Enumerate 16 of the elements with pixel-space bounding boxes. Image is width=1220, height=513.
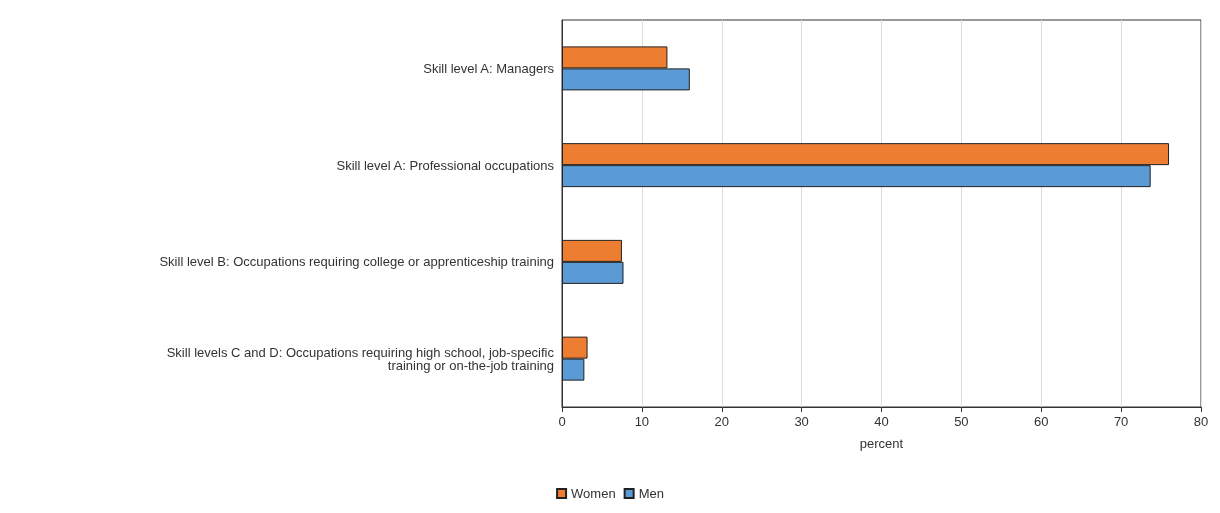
legend-label: Men xyxy=(638,486,664,501)
x-tick-label: 20 xyxy=(714,414,729,429)
x-tick-label: 50 xyxy=(954,414,969,429)
x-tick-label: 10 xyxy=(634,414,650,429)
y-tick-label: Skill levels C and D: Occupations requiring high school, job-specific training or on-the-job training xyxy=(166,344,555,373)
x-tick-label: 30 xyxy=(794,414,809,429)
x-tick-label: 70 xyxy=(1113,414,1129,429)
y-tick-label: Skill level B: Occupations requiring college or apprenticeship training xyxy=(159,254,554,270)
x-axis-title: percent xyxy=(859,436,904,451)
x-tick-label: 60 xyxy=(1034,414,1049,429)
x-tick-label: 80 xyxy=(1193,414,1209,429)
y-tick-label: Skill level A: Professional occupations xyxy=(336,157,555,173)
x-tick-label: 0 xyxy=(558,414,566,429)
x-tick-label: 40 xyxy=(874,414,889,429)
y-tick-label: Skill level A: Managers xyxy=(423,60,555,76)
legend-label: Women xyxy=(571,486,616,501)
